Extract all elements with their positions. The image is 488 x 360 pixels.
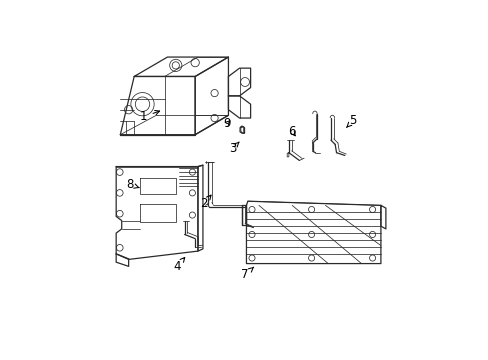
Text: 3: 3 [228, 142, 239, 155]
Text: 5: 5 [346, 114, 356, 127]
Text: 1: 1 [140, 110, 159, 123]
Text: 9: 9 [223, 117, 230, 130]
Text: 6: 6 [288, 125, 295, 138]
Text: 2: 2 [199, 195, 211, 211]
Text: 8: 8 [126, 178, 139, 191]
Text: 4: 4 [173, 257, 184, 273]
Text: 7: 7 [241, 267, 253, 281]
